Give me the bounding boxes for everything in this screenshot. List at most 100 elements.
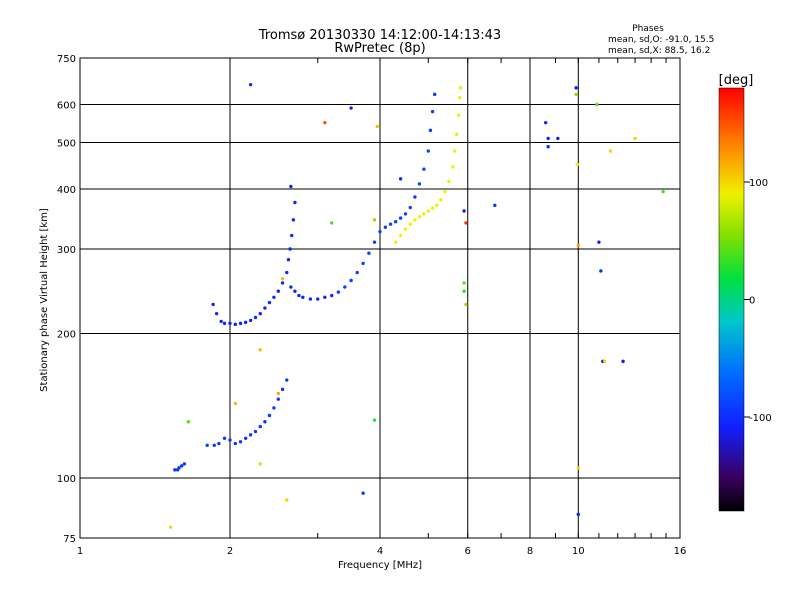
echo-point	[217, 441, 221, 446]
echo-point	[285, 270, 289, 275]
x-axis-label: Frequency [MHz]	[338, 560, 422, 571]
echo-point	[426, 209, 430, 213]
colorbar-tick-label: -100	[749, 413, 772, 424]
echo-point	[451, 165, 455, 169]
grid-lines	[80, 58, 680, 538]
echo-point	[603, 359, 607, 364]
x-axis-ticks: 1 2 4 6 8 10 16	[77, 58, 686, 557]
echo-point	[336, 290, 341, 294]
echo-point	[211, 302, 215, 307]
echo-point	[267, 413, 272, 418]
echo-point	[574, 86, 578, 90]
echo-point	[272, 406, 276, 410]
y-tick-label: 200	[57, 330, 76, 341]
echo-point	[621, 359, 625, 364]
echo-point	[186, 420, 191, 424]
echo-point	[595, 102, 599, 107]
echo-point	[290, 233, 294, 238]
y-tick-label: 100	[57, 474, 76, 485]
echo-point	[280, 281, 285, 285]
echo-point	[443, 189, 447, 194]
echo-point	[546, 145, 550, 149]
echo-point	[576, 243, 580, 248]
echo-point	[417, 182, 422, 186]
echo-point	[248, 433, 253, 437]
echo-point	[280, 387, 285, 392]
echo-point	[453, 149, 457, 153]
echo-point	[286, 258, 291, 262]
echo-point	[378, 229, 382, 234]
echo-point	[372, 218, 377, 222]
echo-point	[464, 302, 468, 307]
echo-point	[263, 306, 267, 310]
echo-point	[233, 401, 238, 406]
echo-point	[543, 120, 548, 125]
echo-point	[597, 240, 601, 244]
echo-point	[253, 315, 258, 320]
echo-point	[372, 418, 377, 422]
echo-point	[462, 289, 466, 293]
echo-point	[222, 436, 227, 440]
echo-point	[293, 200, 297, 205]
x-tick-label: 2	[227, 546, 233, 557]
echo-point	[403, 212, 408, 216]
echo-point	[280, 277, 285, 281]
echo-point	[413, 218, 417, 222]
y-axis-ticks: 75 100 200 300 400 500 600 750	[57, 54, 76, 545]
echo-point	[276, 391, 280, 396]
echo-point	[546, 136, 550, 141]
y-tick-label: 400	[57, 185, 76, 196]
echo-point	[349, 106, 353, 110]
echo-point	[408, 222, 412, 226]
y-axis-label: Stationary phase Virtual Height [km]	[39, 208, 50, 392]
echo-points	[168, 82, 665, 529]
echo-point	[439, 198, 443, 202]
echo-point	[285, 498, 289, 502]
echo-point	[177, 466, 181, 470]
stats-o-mode: mean, sd,O: -91.0, 15.5	[608, 35, 714, 45]
colorbar-ticks: 100 0 -100	[744, 178, 772, 424]
echo-point	[253, 429, 258, 434]
echo-point	[556, 136, 560, 141]
echo-point	[608, 149, 613, 153]
echo-point	[212, 443, 216, 448]
echo-point	[291, 218, 296, 222]
echo-point	[219, 319, 223, 324]
x-tick-label: 4	[377, 546, 383, 557]
chart-subtitle: RwPretec (8p)	[334, 41, 425, 56]
echo-point	[408, 205, 412, 210]
y-tick-label: 600	[57, 101, 76, 112]
echo-point	[180, 464, 184, 468]
y-tick-label: 500	[57, 139, 76, 150]
echo-point	[248, 82, 253, 87]
echo-point	[633, 136, 637, 141]
echo-point	[243, 320, 248, 325]
colorbar	[718, 87, 745, 512]
echo-point	[575, 162, 579, 167]
echo-point	[456, 113, 461, 117]
echo-point	[430, 206, 435, 210]
y-tick-label: 750	[57, 54, 76, 65]
echo-point	[417, 215, 422, 219]
echo-point	[398, 216, 403, 220]
echo-point	[393, 219, 398, 224]
echo-point	[228, 321, 232, 326]
echo-point	[661, 189, 665, 194]
echo-point	[361, 491, 365, 495]
x-tick-label: 6	[465, 546, 471, 557]
echo-point	[238, 440, 243, 444]
echo-point	[297, 293, 301, 298]
echo-point	[599, 269, 603, 273]
echo-point	[349, 278, 353, 283]
colorbar-tick-label: 100	[749, 178, 768, 189]
echo-point	[462, 281, 466, 285]
echo-point	[383, 225, 388, 229]
y-tick-label: 300	[57, 245, 76, 256]
colorbar-tick-label: 0	[749, 296, 755, 307]
echo-point	[289, 184, 293, 189]
echo-point	[428, 128, 433, 133]
echo-point	[361, 261, 365, 266]
echo-point	[435, 203, 439, 207]
echo-point	[367, 251, 371, 255]
echo-point	[258, 462, 262, 466]
